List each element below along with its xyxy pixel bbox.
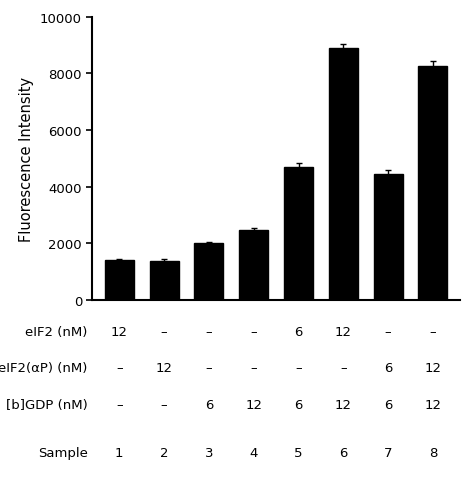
Text: 12: 12 bbox=[335, 398, 352, 411]
Text: Sample: Sample bbox=[38, 446, 88, 458]
Text: 1: 1 bbox=[115, 446, 124, 458]
Y-axis label: Fluorescence Intensity: Fluorescence Intensity bbox=[19, 77, 35, 241]
Text: 2: 2 bbox=[160, 446, 168, 458]
Bar bbox=[419, 67, 447, 301]
Text: 6: 6 bbox=[294, 325, 303, 338]
Text: 8: 8 bbox=[428, 446, 437, 458]
Bar bbox=[239, 230, 268, 301]
Bar bbox=[194, 244, 223, 301]
Text: –: – bbox=[206, 362, 212, 374]
Text: –: – bbox=[295, 362, 302, 374]
Text: 12: 12 bbox=[424, 362, 441, 374]
Text: 6: 6 bbox=[205, 398, 213, 411]
Text: 12: 12 bbox=[424, 398, 441, 411]
Text: 12: 12 bbox=[335, 325, 352, 338]
Text: –: – bbox=[206, 325, 212, 338]
Bar bbox=[105, 261, 134, 301]
Text: eIF2 (nM): eIF2 (nM) bbox=[25, 325, 88, 338]
Text: –: – bbox=[116, 362, 123, 374]
Bar bbox=[150, 262, 179, 301]
Text: 6: 6 bbox=[384, 398, 392, 411]
Text: 12: 12 bbox=[111, 325, 128, 338]
Text: –: – bbox=[250, 325, 257, 338]
Text: 5: 5 bbox=[294, 446, 303, 458]
Bar bbox=[284, 167, 313, 301]
Text: 6: 6 bbox=[384, 362, 392, 374]
Bar bbox=[374, 175, 402, 301]
Text: 12: 12 bbox=[245, 398, 262, 411]
Text: 7: 7 bbox=[384, 446, 392, 458]
Bar bbox=[329, 49, 358, 301]
Text: –: – bbox=[161, 325, 167, 338]
Text: 6: 6 bbox=[339, 446, 347, 458]
Text: 6: 6 bbox=[294, 398, 303, 411]
Text: [b]GDP (nM): [b]GDP (nM) bbox=[6, 398, 88, 411]
Text: 3: 3 bbox=[205, 446, 213, 458]
Text: –: – bbox=[385, 325, 392, 338]
Text: 4: 4 bbox=[249, 446, 258, 458]
Text: –: – bbox=[429, 325, 436, 338]
Text: eIF2(αP) (nM): eIF2(αP) (nM) bbox=[0, 362, 88, 374]
Text: 12: 12 bbox=[155, 362, 173, 374]
Text: –: – bbox=[161, 398, 167, 411]
Text: –: – bbox=[250, 362, 257, 374]
Text: –: – bbox=[116, 398, 123, 411]
Text: –: – bbox=[340, 362, 346, 374]
